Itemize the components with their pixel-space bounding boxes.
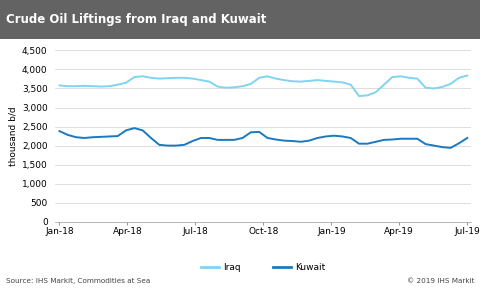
Text: © 2019 IHS Markit: © 2019 IHS Markit xyxy=(407,278,474,284)
Text: Source: IHS Markit, Commodities at Sea: Source: IHS Markit, Commodities at Sea xyxy=(6,278,150,284)
Text: Crude Oil Liftings from Iraq and Kuwait: Crude Oil Liftings from Iraq and Kuwait xyxy=(6,13,266,26)
Y-axis label: thousand b/d: thousand b/d xyxy=(9,106,18,166)
Legend: Iraq, Kuwait: Iraq, Kuwait xyxy=(197,260,329,276)
